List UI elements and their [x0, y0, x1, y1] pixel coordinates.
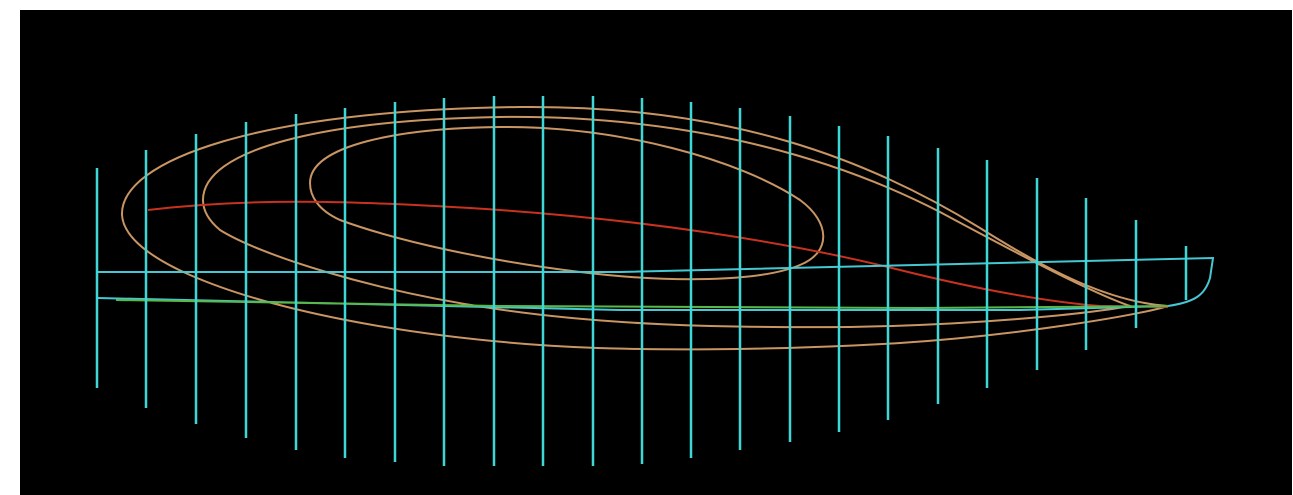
outer-buttock-curve — [120, 105, 1169, 351]
cad-viewport[interactable] — [20, 10, 1292, 495]
keel-line — [115, 299, 1169, 310]
inner-buttock-curve — [308, 125, 825, 281]
hull-lines-drawing — [95, 96, 1215, 466]
waterline-upper — [98, 256, 1215, 307]
middle-buttock-curve — [201, 115, 1134, 329]
station-lines — [95, 96, 1188, 466]
sheer-line — [147, 200, 1169, 308]
